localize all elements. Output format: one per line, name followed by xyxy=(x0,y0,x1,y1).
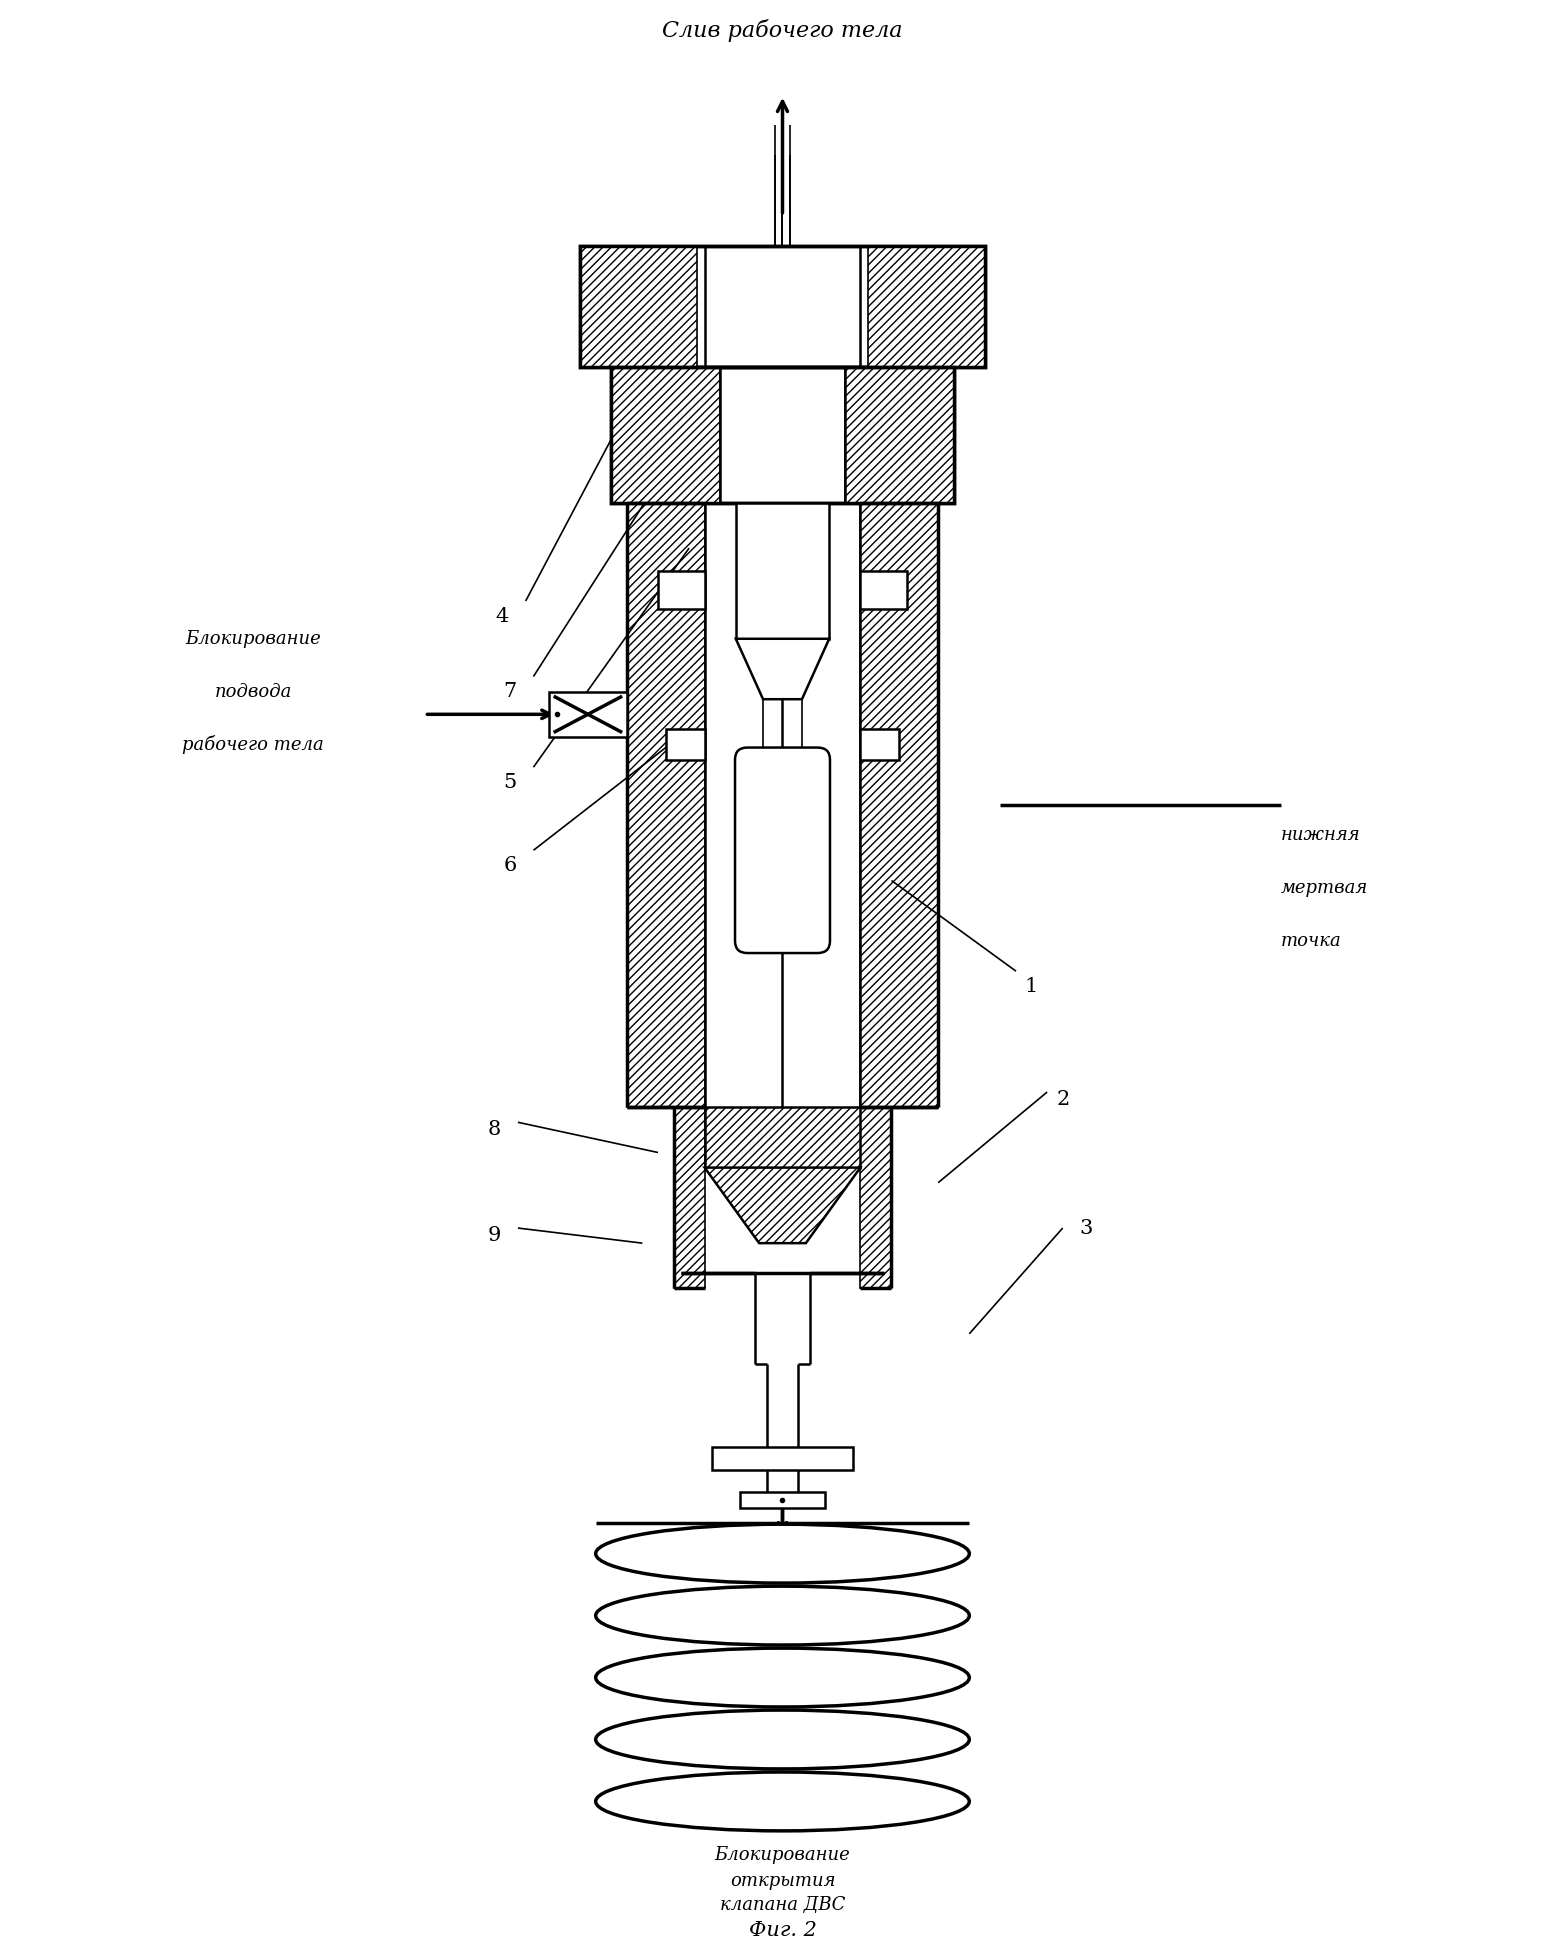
Bar xyxy=(612,366,720,502)
Bar xyxy=(861,570,908,609)
Text: точка: точка xyxy=(1280,932,1341,950)
Bar xyxy=(612,366,953,502)
Bar xyxy=(665,730,704,759)
Text: 3: 3 xyxy=(1080,1218,1092,1238)
Polygon shape xyxy=(704,1168,861,1243)
Text: 4: 4 xyxy=(496,607,509,625)
Text: 6: 6 xyxy=(504,856,516,876)
Text: клапана ДВС: клапана ДВС xyxy=(720,1895,845,1915)
Polygon shape xyxy=(736,638,829,699)
Bar xyxy=(861,1107,892,1288)
FancyBboxPatch shape xyxy=(736,747,829,954)
Text: Блокирование: Блокирование xyxy=(185,631,321,648)
Ellipse shape xyxy=(596,1648,969,1707)
Text: нижняя: нижняя xyxy=(1280,827,1360,845)
Bar xyxy=(612,366,953,502)
Text: 8: 8 xyxy=(488,1121,501,1138)
Bar xyxy=(740,1493,825,1508)
Bar xyxy=(549,691,628,738)
Bar xyxy=(736,502,829,638)
Bar xyxy=(581,245,984,366)
Text: 5: 5 xyxy=(504,773,516,792)
Ellipse shape xyxy=(596,1711,969,1769)
Text: мертвая: мертвая xyxy=(1280,880,1368,897)
Text: 1: 1 xyxy=(1025,977,1038,996)
Bar xyxy=(712,1448,853,1469)
Bar xyxy=(861,502,937,1107)
Bar xyxy=(704,1107,861,1168)
Bar xyxy=(861,730,900,759)
Text: 2: 2 xyxy=(1056,1090,1069,1109)
Bar xyxy=(673,1107,704,1288)
Text: 9: 9 xyxy=(488,1226,501,1245)
Text: подвода: подвода xyxy=(214,683,293,701)
Ellipse shape xyxy=(596,1773,969,1831)
Ellipse shape xyxy=(596,1586,969,1644)
Bar xyxy=(628,502,704,1107)
Bar xyxy=(581,245,696,366)
Text: 7: 7 xyxy=(504,683,516,701)
Text: Слив рабочего тела: Слив рабочего тела xyxy=(662,19,903,43)
Text: рабочего тела: рабочего тела xyxy=(183,736,324,753)
Bar xyxy=(657,570,704,609)
Bar xyxy=(869,245,984,366)
Bar xyxy=(845,366,953,502)
Bar xyxy=(581,245,984,366)
Text: Блокирование: Блокирование xyxy=(715,1847,850,1864)
Ellipse shape xyxy=(596,1524,969,1584)
Text: Фиг. 2: Фиг. 2 xyxy=(748,1921,817,1940)
Text: открытия: открытия xyxy=(729,1872,836,1890)
